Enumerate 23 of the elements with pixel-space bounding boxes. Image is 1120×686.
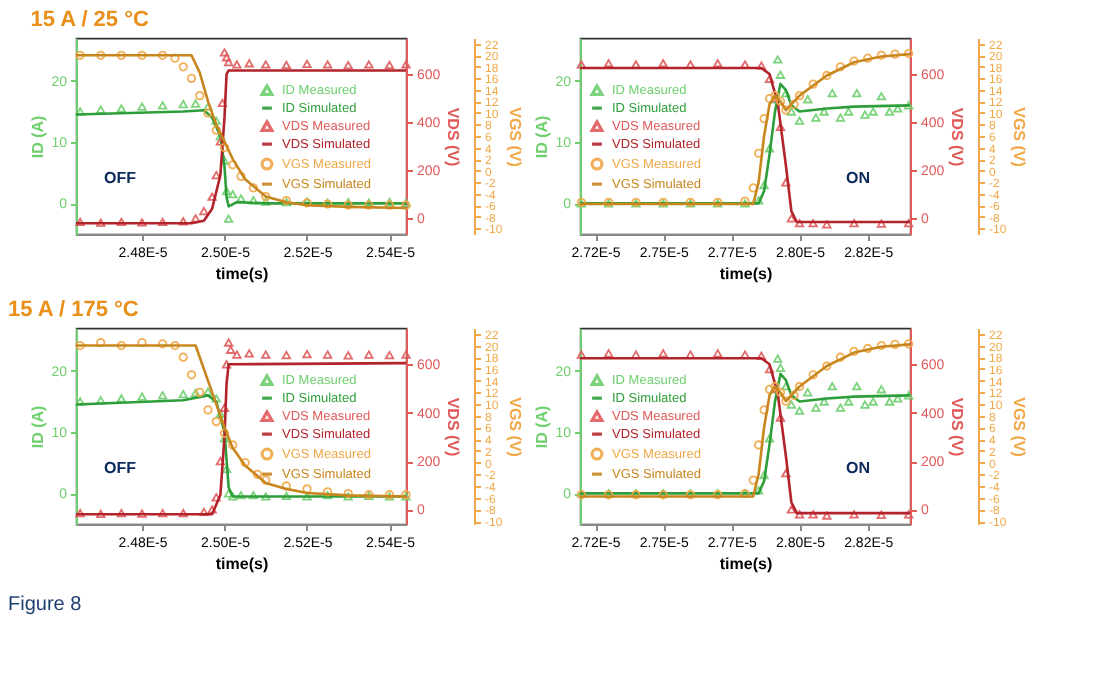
y2-axis-title: VDS (V) — [444, 397, 463, 457]
y-axis-title: ID (A) — [533, 115, 552, 159]
x-axis-title: time(s) — [215, 555, 269, 573]
chart-title: 15 A / 175 °C — [8, 297, 139, 322]
y-axis-title: ID (A) — [29, 115, 48, 159]
y3-axis-title: VGS (V) — [506, 107, 525, 168]
caption: Figure 8 — [8, 594, 83, 616]
x-axis-title: time(s) — [719, 265, 773, 283]
y-axis-title: ID (A) — [533, 405, 552, 449]
y3-axis-title: VGS (V) — [1010, 397, 1029, 458]
x-axis-title: time(s) — [215, 265, 269, 283]
y2-axis-title: VDS (V) — [948, 397, 967, 457]
annotation: ON — [846, 169, 871, 188]
y-axis-title: ID (A) — [29, 405, 48, 449]
y3-axis-title: VGS (V) — [1010, 107, 1029, 168]
chart-title: 15 A / 25 °C — [30, 7, 149, 32]
y2-axis-title: VDS (V) — [444, 107, 463, 167]
x-axis-title: time(s) — [719, 555, 773, 573]
y3-axis-title: VGS (V) — [506, 397, 525, 458]
annotation: ON — [846, 459, 871, 478]
annotation: OFF — [104, 459, 137, 478]
y2-axis-title: VDS (V) — [948, 107, 967, 167]
annotation: OFF — [104, 169, 137, 188]
